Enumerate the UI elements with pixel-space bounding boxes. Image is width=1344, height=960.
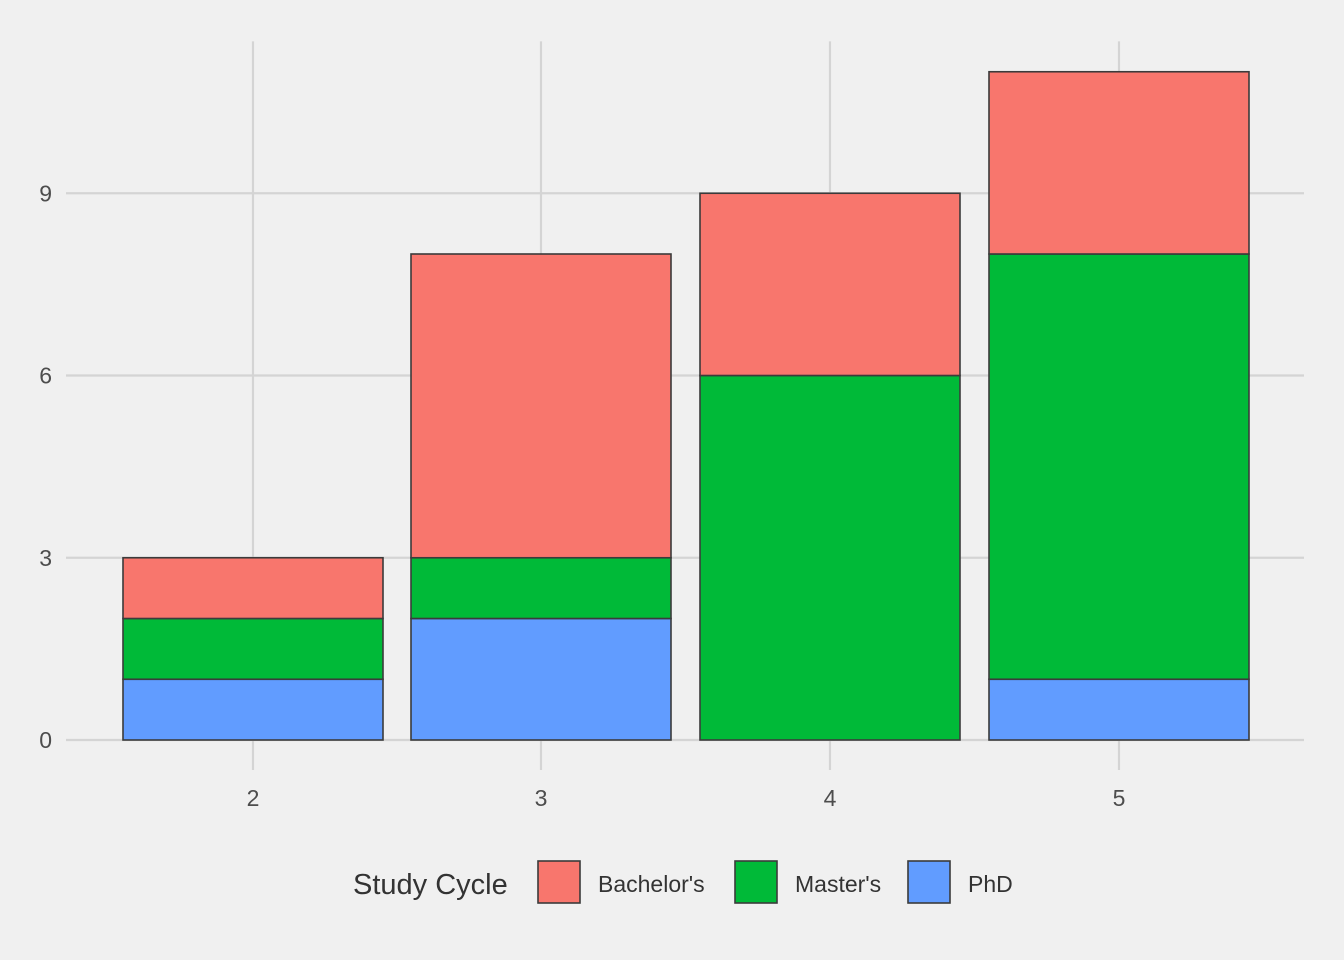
legend-title: Study Cycle: [353, 869, 508, 901]
bar-5-phd: [988, 678, 1250, 741]
legend-key-bachelor-s: [537, 860, 581, 904]
x-tick-label-2: 2: [247, 785, 260, 811]
bar-3-master-s: [410, 556, 672, 620]
y-tick-label-3: 3: [39, 545, 52, 571]
legend: Study Cycle Bachelor's Master's PhD: [353, 860, 1013, 904]
bar-3-bachelor-s: [410, 253, 672, 559]
bar-2-master-s: [122, 617, 384, 681]
x-tick-label-4: 4: [824, 785, 837, 811]
y-tick-label-9: 9: [39, 180, 52, 206]
legend-label-master-s: Master's: [795, 871, 881, 897]
x-tick-label-3: 3: [535, 785, 548, 811]
bar-5-bachelor-s: [988, 70, 1250, 255]
bar-4-bachelor-s: [699, 192, 961, 377]
legend-key-master-s: [734, 860, 778, 904]
legend-key-phd: [907, 860, 951, 904]
legend-label-phd: PhD: [968, 871, 1013, 897]
bar-4-master-s: [699, 374, 961, 741]
x-tick-label-5: 5: [1113, 785, 1126, 811]
bar-2-phd: [122, 678, 384, 741]
y-axis-ticks: 0 3 6 9: [39, 180, 52, 753]
bar-3-phd: [410, 617, 672, 741]
y-tick-label-0: 0: [39, 727, 52, 753]
legend-label-bachelor-s: Bachelor's: [598, 871, 705, 897]
bar-2-bachelor-s: [122, 556, 384, 620]
x-axis-ticks: 2 3 4 5: [247, 785, 1126, 811]
y-tick-label-6: 6: [39, 363, 52, 389]
bar-5-master-s: [988, 253, 1250, 681]
bars-layer: [122, 70, 1250, 741]
